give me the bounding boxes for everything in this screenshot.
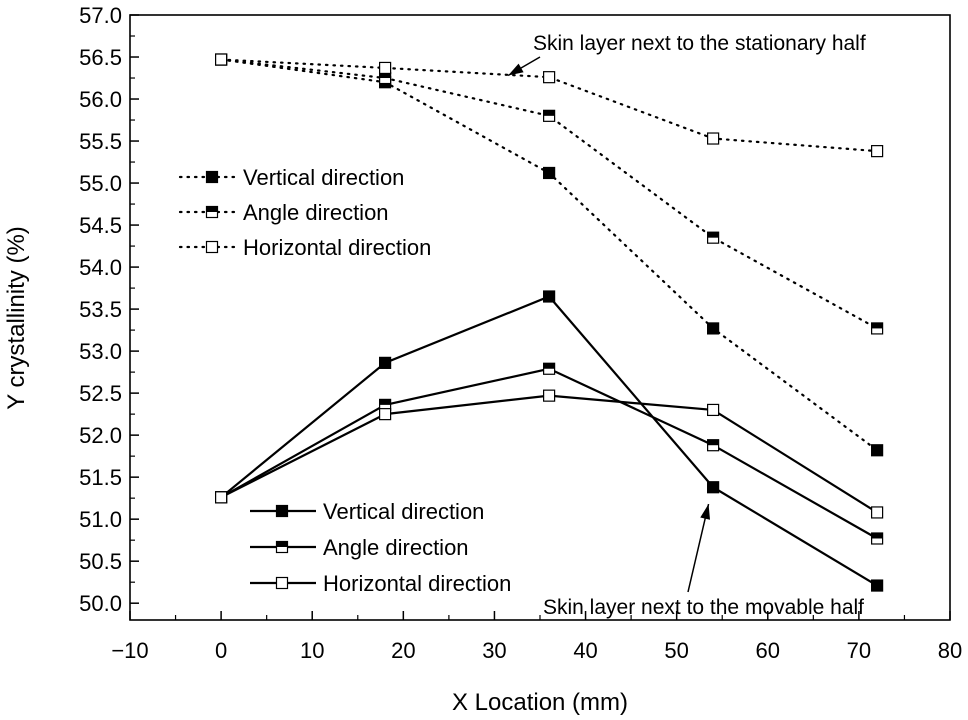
y-tick-label: 50.0	[79, 591, 122, 616]
legend-label: Vertical direction	[323, 499, 484, 524]
annotation-text: Skin layer next to the movable half	[543, 596, 864, 619]
legend-stationary: Vertical direction Angle direction Horizon…	[178, 165, 431, 260]
data-point	[543, 389, 556, 402]
data-point	[543, 362, 556, 375]
x-tick-label: 40	[573, 638, 597, 663]
x-tick-label: 20	[391, 638, 415, 663]
y-tick-label: 53.0	[79, 339, 122, 364]
y-tick-label: 56.0	[79, 87, 122, 112]
y-tick-label: 54.0	[79, 255, 122, 280]
data-point	[543, 290, 556, 303]
y-tick-label: 51.5	[79, 465, 122, 490]
data-point	[215, 491, 228, 504]
ticks-layer: −10 0 10 20 30 40 50 60 70 80 50.0 50.5 51.0 51.5 52.0…	[79, 3, 962, 663]
legend-label: Horizontal direction	[243, 235, 431, 260]
data-point	[871, 506, 884, 519]
y-tick-label: 56.5	[79, 45, 122, 70]
legend-marker	[275, 540, 289, 554]
x-tick-label: 0	[215, 638, 227, 663]
series-layer	[220, 58, 879, 587]
data-point	[707, 403, 720, 417]
y-axis-label: Y crystallinity (%)	[3, 226, 30, 410]
series-line-movable-5	[220, 394, 878, 514]
legend-label: Horizontal direction	[323, 571, 511, 596]
arrow-head	[700, 504, 711, 520]
plot-frame	[129, 14, 951, 621]
x-tick-label: −10	[111, 638, 148, 663]
series-line-stationary-1	[220, 58, 879, 330]
legend-marker	[205, 170, 219, 184]
data-point	[871, 322, 884, 335]
x-tick-label: 10	[300, 638, 324, 663]
y-tick-label: 52.5	[79, 381, 122, 406]
x-tick-label: 70	[847, 638, 871, 663]
y-tick-label: 52.0	[79, 423, 122, 448]
x-tick-label: 30	[482, 638, 506, 663]
data-point	[379, 61, 392, 75]
legend-movable: Vertical direction Angle direction Horizon…	[250, 499, 511, 596]
data-point	[543, 109, 556, 122]
arrow-head	[508, 63, 524, 76]
data-point	[379, 408, 392, 421]
data-point	[379, 356, 392, 369]
data-point	[707, 132, 720, 145]
data-point	[871, 145, 884, 158]
annotation-arrow	[687, 503, 710, 593]
x-axis-label: X Location (mm)	[452, 689, 628, 716]
y-tick-label: 54.5	[79, 213, 122, 238]
legend-marker	[275, 504, 289, 518]
y-tick-label: 57.0	[79, 3, 122, 28]
data-point	[543, 166, 556, 180]
data-point	[707, 322, 720, 335]
y-tick-label: 55.0	[79, 171, 122, 196]
data-point	[707, 481, 720, 494]
data-point	[707, 439, 720, 452]
legend-marker	[205, 240, 219, 254]
legend-marker	[205, 205, 219, 219]
legend-marker	[275, 576, 289, 590]
y-tick-label: 55.5	[79, 129, 122, 154]
markers-layer	[215, 53, 884, 592]
data-point	[215, 53, 228, 66]
data-point	[871, 532, 884, 545]
annotation: Skin layer next to the stationary half	[507, 32, 866, 77]
data-point	[379, 71, 392, 85]
y-tick-label: 50.5	[79, 549, 122, 574]
annotation-layer: Skin layer next to the stationary half Sk…	[507, 32, 866, 619]
x-tick-label: 50	[664, 638, 688, 663]
y-tick-label: 51.0	[79, 507, 122, 532]
annotation-text: Skin layer next to the stationary half	[533, 32, 866, 55]
legend-layer: Vertical direction Angle direction Horizon…	[178, 165, 511, 596]
x-tick-label: 80	[938, 638, 962, 663]
y-tick-label: 53.5	[79, 297, 122, 322]
legend-label: Angle direction	[323, 535, 469, 560]
x-tick-label: 60	[756, 638, 780, 663]
legend-label: Vertical direction	[243, 165, 404, 190]
data-point	[871, 579, 884, 592]
data-point	[543, 71, 556, 84]
data-point	[707, 231, 720, 244]
legend-label: Angle direction	[243, 200, 389, 225]
annotation: Skin layer next to the movable half	[543, 503, 864, 619]
data-point	[871, 444, 884, 457]
